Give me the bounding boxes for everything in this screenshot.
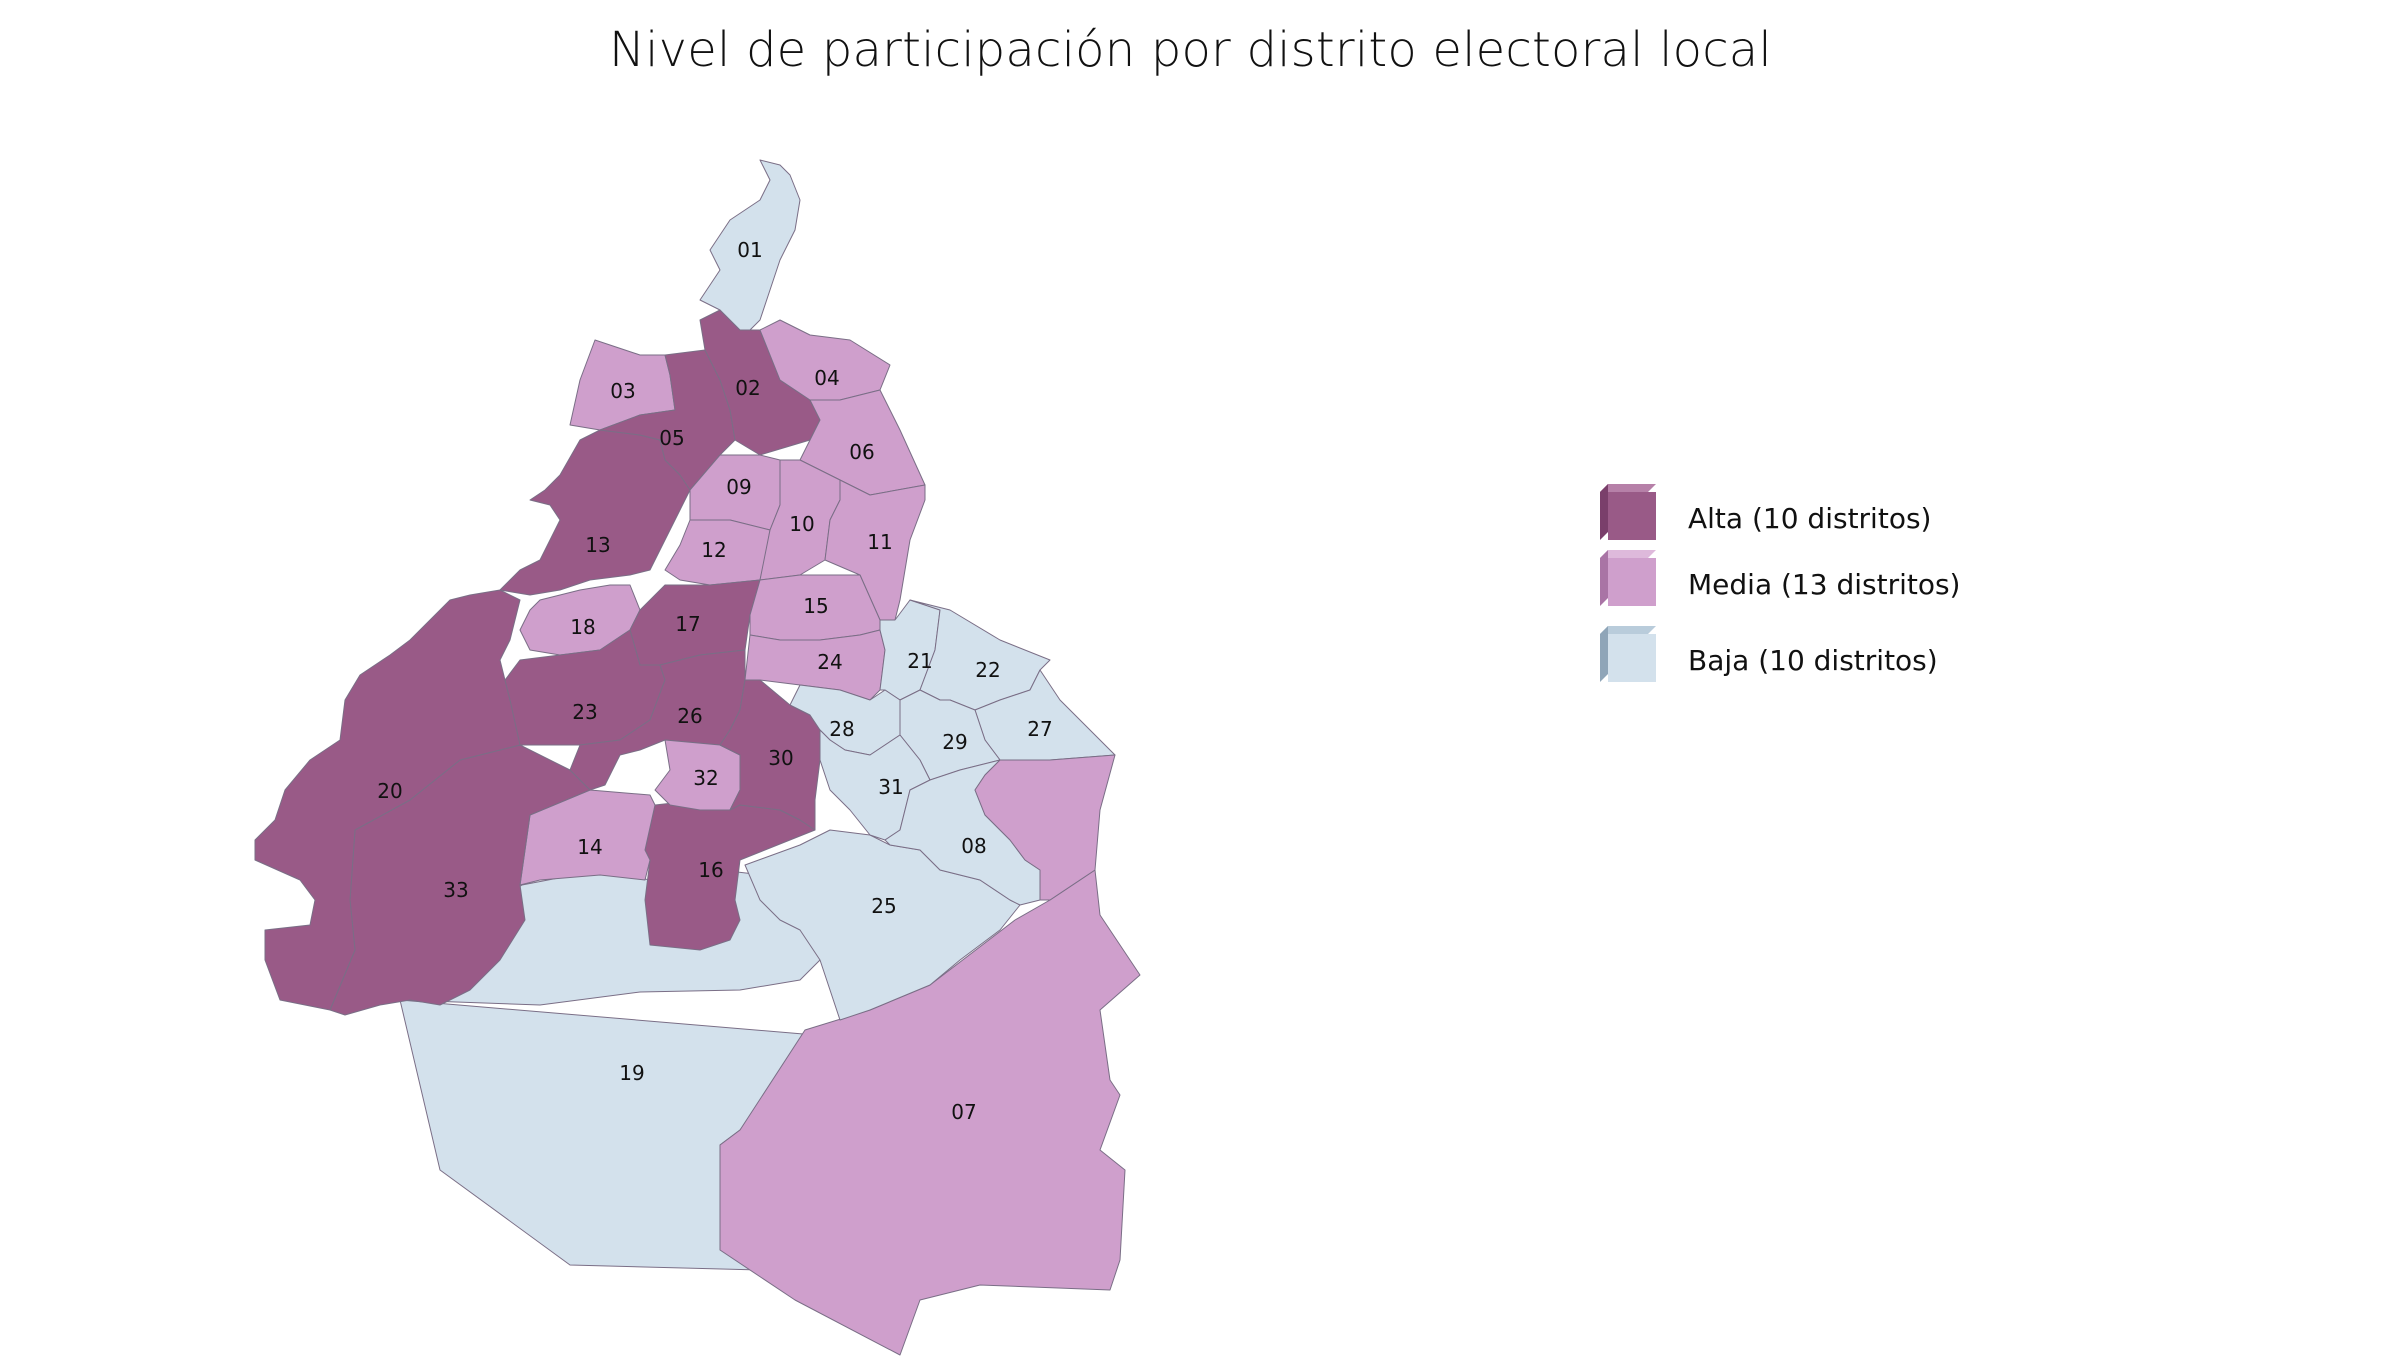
district-label-28: 28 bbox=[829, 717, 854, 741]
district-label-08: 08 bbox=[961, 834, 986, 858]
legend-label-baja: Baja (10 distritos) bbox=[1688, 644, 1938, 677]
legend-item-baja: Baja (10 distritos) bbox=[1600, 626, 2000, 686]
district-25[interactable] bbox=[744, 829, 1021, 1021]
district-label-18: 18 bbox=[570, 615, 595, 639]
district-label-09: 09 bbox=[726, 475, 751, 499]
district-label-27: 27 bbox=[1027, 717, 1052, 741]
district-label-25: 25 bbox=[871, 894, 896, 918]
district-label-13: 13 bbox=[585, 533, 610, 557]
district-label-29: 29 bbox=[942, 730, 967, 754]
district-label-23: 23 bbox=[572, 700, 597, 724]
district-label-30: 30 bbox=[768, 746, 793, 770]
district-01[interactable] bbox=[699, 159, 801, 331]
district-label-31: 31 bbox=[878, 775, 903, 799]
district-label-07: 07 bbox=[951, 1100, 976, 1124]
legend-label-media: Media (13 distritos) bbox=[1688, 568, 1961, 601]
district-label-21: 21 bbox=[907, 649, 932, 673]
district-07-north[interactable] bbox=[974, 754, 1116, 901]
district-24[interactable] bbox=[744, 629, 886, 701]
legend-swatch-baja bbox=[1600, 626, 1656, 682]
district-07[interactable] bbox=[719, 869, 1141, 1356]
district-label-17: 17 bbox=[675, 612, 700, 636]
district-label-06: 06 bbox=[849, 440, 874, 464]
district-label-02: 02 bbox=[735, 376, 760, 400]
district-26[interactable] bbox=[569, 649, 746, 791]
district-label-26: 26 bbox=[677, 704, 702, 728]
district-13[interactable] bbox=[499, 429, 691, 596]
legend-label-alta: Alta (10 distritos) bbox=[1688, 502, 1932, 535]
district-label-24: 24 bbox=[817, 650, 842, 674]
district-label-19: 19 bbox=[619, 1061, 644, 1085]
district-label-15: 15 bbox=[803, 594, 828, 618]
district-label-10: 10 bbox=[789, 512, 814, 536]
legend-item-alta: Alta (10 distritos) bbox=[1600, 484, 2000, 544]
map-title: Nivel de participación por distrito elec… bbox=[609, 22, 1772, 78]
district-label-16: 16 bbox=[698, 858, 723, 882]
district-label-14: 14 bbox=[577, 835, 602, 859]
legend-swatch-alta bbox=[1600, 484, 1656, 540]
legend-swatch-media bbox=[1600, 550, 1656, 606]
district-31[interactable] bbox=[819, 729, 931, 841]
district-label-05: 05 bbox=[659, 426, 684, 450]
district-label-22: 22 bbox=[975, 658, 1000, 682]
district-04[interactable] bbox=[759, 319, 891, 401]
district-14[interactable] bbox=[519, 789, 656, 886]
district-label-32: 32 bbox=[693, 766, 718, 790]
district-label-01: 01 bbox=[737, 238, 762, 262]
district-label-20: 20 bbox=[377, 779, 402, 803]
district-label-03: 03 bbox=[610, 379, 635, 403]
legend-item-media: Media (13 distritos) bbox=[1600, 550, 2000, 610]
district-label-12: 12 bbox=[701, 538, 726, 562]
district-label-11: 11 bbox=[867, 530, 892, 554]
district-label-04: 04 bbox=[814, 366, 839, 390]
district-label-33: 33 bbox=[443, 878, 468, 902]
